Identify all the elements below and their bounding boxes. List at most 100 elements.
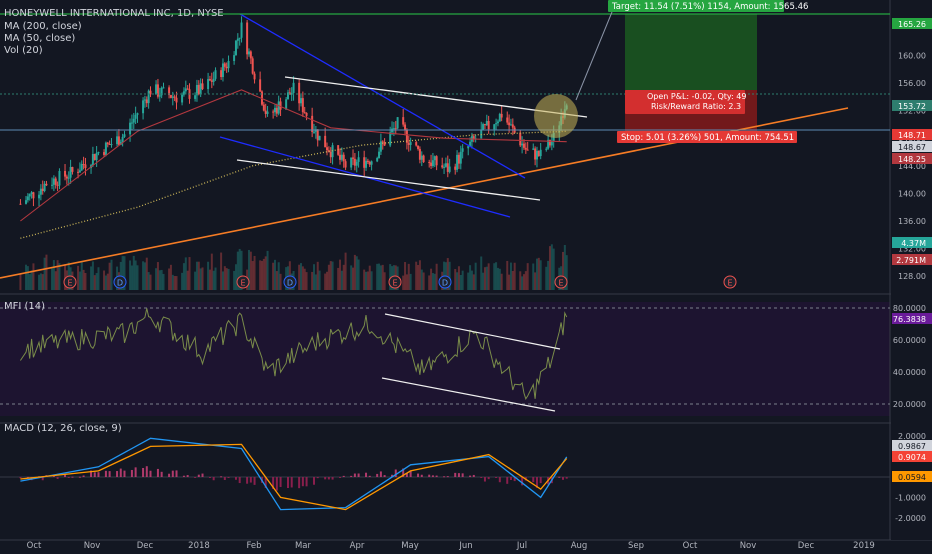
mfi-tick: 80.0000 xyxy=(893,304,926,313)
candle-body xyxy=(368,162,371,165)
candle-body xyxy=(80,164,83,171)
candle-body xyxy=(169,95,172,98)
macd-tick: -2.0000 xyxy=(895,514,926,523)
x-tick: Oct xyxy=(683,541,698,550)
x-tick: May xyxy=(401,541,419,550)
volume-bar xyxy=(104,275,107,290)
candle-body xyxy=(550,141,553,146)
candle-body xyxy=(389,132,392,146)
candle-body xyxy=(313,131,316,133)
volume-bar xyxy=(431,273,434,290)
volume-bar xyxy=(355,256,358,290)
candle-body xyxy=(184,88,187,92)
risk-reward-label: Risk/Reward Ratio: 2.3 xyxy=(651,102,741,111)
candle-body xyxy=(272,111,275,113)
volume-bar xyxy=(500,273,503,290)
candle-body xyxy=(136,113,139,115)
mfi-tick: 40.0000 xyxy=(893,368,926,377)
volume-bar xyxy=(405,274,408,290)
candle-body xyxy=(25,200,28,204)
volume-bar xyxy=(212,270,215,290)
macd-hist-bar xyxy=(316,477,319,479)
candle-body xyxy=(303,112,306,114)
candle-body xyxy=(290,92,293,95)
volume-bar xyxy=(417,265,420,290)
price-label-ma200: 148.67 xyxy=(898,143,926,152)
candle-body xyxy=(199,83,202,95)
macd-hist-bar xyxy=(130,469,133,477)
hist-label: 0.0594 xyxy=(898,473,926,482)
candle-body xyxy=(365,160,368,168)
x-tick: Sep xyxy=(628,541,644,550)
macd-hist-bar xyxy=(194,477,197,478)
volume-bar xyxy=(519,271,522,290)
volume-bar xyxy=(207,261,210,290)
candle-body xyxy=(339,154,342,160)
candle-body xyxy=(292,82,295,93)
volume-bar xyxy=(344,252,347,290)
volume-bar xyxy=(368,265,371,290)
candle-body xyxy=(363,157,366,168)
volume-bar xyxy=(262,258,265,290)
volume-bar xyxy=(327,264,330,290)
candle-body xyxy=(469,141,472,147)
volume-bar xyxy=(496,267,499,290)
candle-body xyxy=(246,22,249,55)
candle-body xyxy=(251,58,254,74)
macd-hist-bar xyxy=(201,473,204,477)
volume-bar xyxy=(352,267,355,290)
candle-body xyxy=(547,139,550,149)
volume-bar xyxy=(184,257,187,290)
event-marker xyxy=(63,275,77,289)
volume-bar xyxy=(480,256,483,290)
volume-bar xyxy=(418,260,421,290)
candle-body xyxy=(318,135,321,141)
candle-body xyxy=(441,165,444,168)
volume-bar xyxy=(58,263,61,290)
volume-bar xyxy=(136,265,139,290)
macd-hist-bar xyxy=(383,475,386,477)
candle-body xyxy=(225,66,228,69)
volume-bar xyxy=(498,268,501,290)
macd-hist-bar xyxy=(446,476,449,478)
candle-body xyxy=(422,155,425,163)
volume-label-bg xyxy=(892,237,932,248)
candle-body xyxy=(132,118,135,123)
volume-bar xyxy=(279,273,282,290)
candle-body xyxy=(147,90,150,104)
macd-hist-bar xyxy=(513,477,516,482)
candle-body xyxy=(407,142,410,145)
volume-bar xyxy=(108,262,111,290)
candle-body xyxy=(329,151,332,158)
macd-hist-bar xyxy=(339,477,342,478)
candle-body xyxy=(30,192,33,194)
candle-body xyxy=(95,152,98,160)
volume-bar xyxy=(121,256,124,290)
candle-body xyxy=(443,166,446,168)
macd-hist-bar xyxy=(145,466,148,477)
volume-bar xyxy=(300,263,303,290)
x-tick: Feb xyxy=(246,541,261,550)
macd-hist-bar xyxy=(324,477,327,480)
signal-label: 0.9074 xyxy=(898,453,926,462)
volume-bar xyxy=(175,276,178,290)
candle-body xyxy=(350,157,353,168)
candle-body xyxy=(311,115,314,132)
candle-body xyxy=(77,171,80,173)
candle-body xyxy=(233,55,236,61)
mfi-tick: 60.0000 xyxy=(893,336,926,345)
volume-bar xyxy=(30,270,33,290)
candle-body xyxy=(532,148,535,150)
volume-bar xyxy=(41,274,44,290)
macd-hist-bar xyxy=(428,474,431,477)
candle-body xyxy=(221,63,224,78)
candle-body xyxy=(119,141,122,145)
volume-bar xyxy=(32,263,35,290)
candle-body xyxy=(186,88,189,90)
candle-body xyxy=(223,63,226,67)
candle-body xyxy=(485,121,488,126)
volume-bar xyxy=(25,264,28,290)
candle-body xyxy=(444,163,447,167)
volume-bar xyxy=(195,261,198,290)
